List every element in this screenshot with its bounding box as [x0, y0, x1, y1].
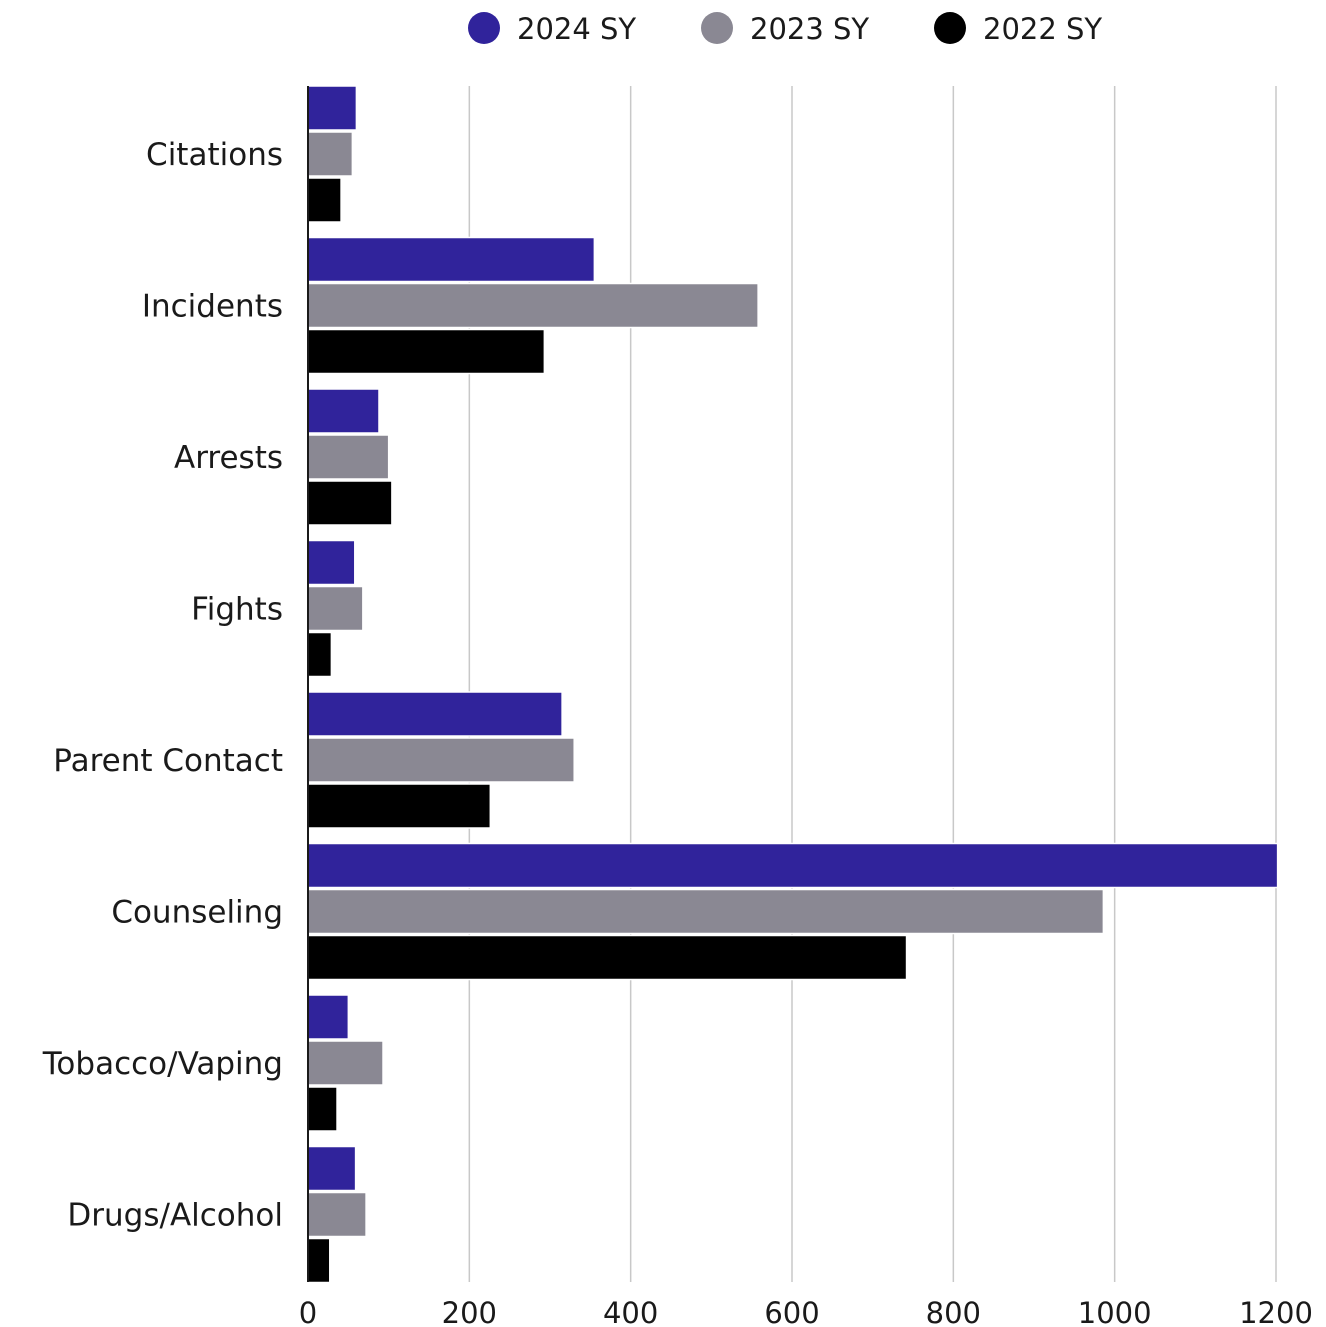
legend-label-2022-sy: 2022 SY — [983, 12, 1102, 46]
category-labels: Citations Incidents Arrests Fights Parent Co… — [42, 137, 283, 1234]
category-label-counseling: Counseling — [111, 895, 283, 931]
category-label-drugs-alcohol: Drugs/Alcohol — [67, 1198, 283, 1234]
bar-drugs-alcohol-2022-sy — [307, 1237, 331, 1284]
x-tick-label-1000: 1000 — [1078, 1296, 1152, 1327]
bar-parent-contact-2022-sy — [307, 783, 492, 829]
legend: 2024 SY 2023 SY 2022 SY — [468, 12, 1102, 46]
legend-swatch-2024-sy — [468, 12, 500, 44]
x-axis-ticks: 0 200 400 600 800 1000 1200 — [299, 1296, 1313, 1327]
bar-fights-2023-sy — [307, 585, 364, 632]
bar-incidents-2024-sy — [307, 236, 596, 283]
x-tick-label-800: 800 — [926, 1296, 981, 1327]
bar-fights-2022-sy — [307, 631, 333, 678]
bar-arrests-2022-sy — [307, 480, 393, 526]
bar-drugs-alcohol-2023-sy — [307, 1191, 367, 1238]
bar-counseling-2022-sy — [307, 934, 908, 981]
bar-parent-contact-2024-sy — [307, 691, 563, 737]
x-tick-label-600: 600 — [764, 1296, 819, 1327]
bar-tobacco-vaping-2024-sy — [307, 994, 350, 1040]
bars — [307, 85, 1279, 1284]
category-label-tobacco-vaping: Tobacco/Vaping — [42, 1046, 283, 1082]
category-label-parent-contact: Parent Contact — [53, 743, 283, 779]
legend-swatch-2023-sy — [701, 12, 733, 44]
legend-label-2024-sy: 2024 SY — [517, 12, 636, 46]
bar-incidents-2023-sy — [307, 282, 759, 329]
bar-parent-contact-2023-sy — [307, 737, 575, 783]
x-tick-label-200: 200 — [442, 1296, 497, 1327]
bar-citations-2022-sy — [307, 177, 342, 223]
legend-swatch-2022-sy — [934, 12, 966, 44]
category-label-arrests: Arrests — [174, 440, 283, 476]
x-tick-label-400: 400 — [603, 1296, 658, 1327]
bar-citations-2024-sy — [307, 85, 358, 131]
bar-incidents-2022-sy — [307, 328, 546, 375]
x-tick-label-0: 0 — [299, 1296, 317, 1327]
bar-tobacco-vaping-2023-sy — [307, 1040, 384, 1086]
category-label-incidents: Incidents — [142, 289, 283, 325]
bar-fights-2024-sy — [307, 539, 356, 586]
category-label-fights: Fights — [191, 592, 283, 628]
bar-counseling-2024-sy — [307, 842, 1279, 889]
bar-arrests-2023-sy — [307, 434, 390, 480]
legend-label-2023-sy: 2023 SY — [750, 12, 869, 46]
bar-citations-2023-sy — [307, 131, 354, 177]
bar-arrests-2024-sy — [307, 388, 380, 434]
bar-counseling-2023-sy — [307, 888, 1105, 935]
x-tick-label-1200: 1200 — [1239, 1296, 1313, 1327]
bar-tobacco-vaping-2022-sy — [307, 1086, 338, 1132]
bar-drugs-alcohol-2024-sy — [307, 1145, 357, 1192]
category-label-citations: Citations — [146, 137, 283, 173]
